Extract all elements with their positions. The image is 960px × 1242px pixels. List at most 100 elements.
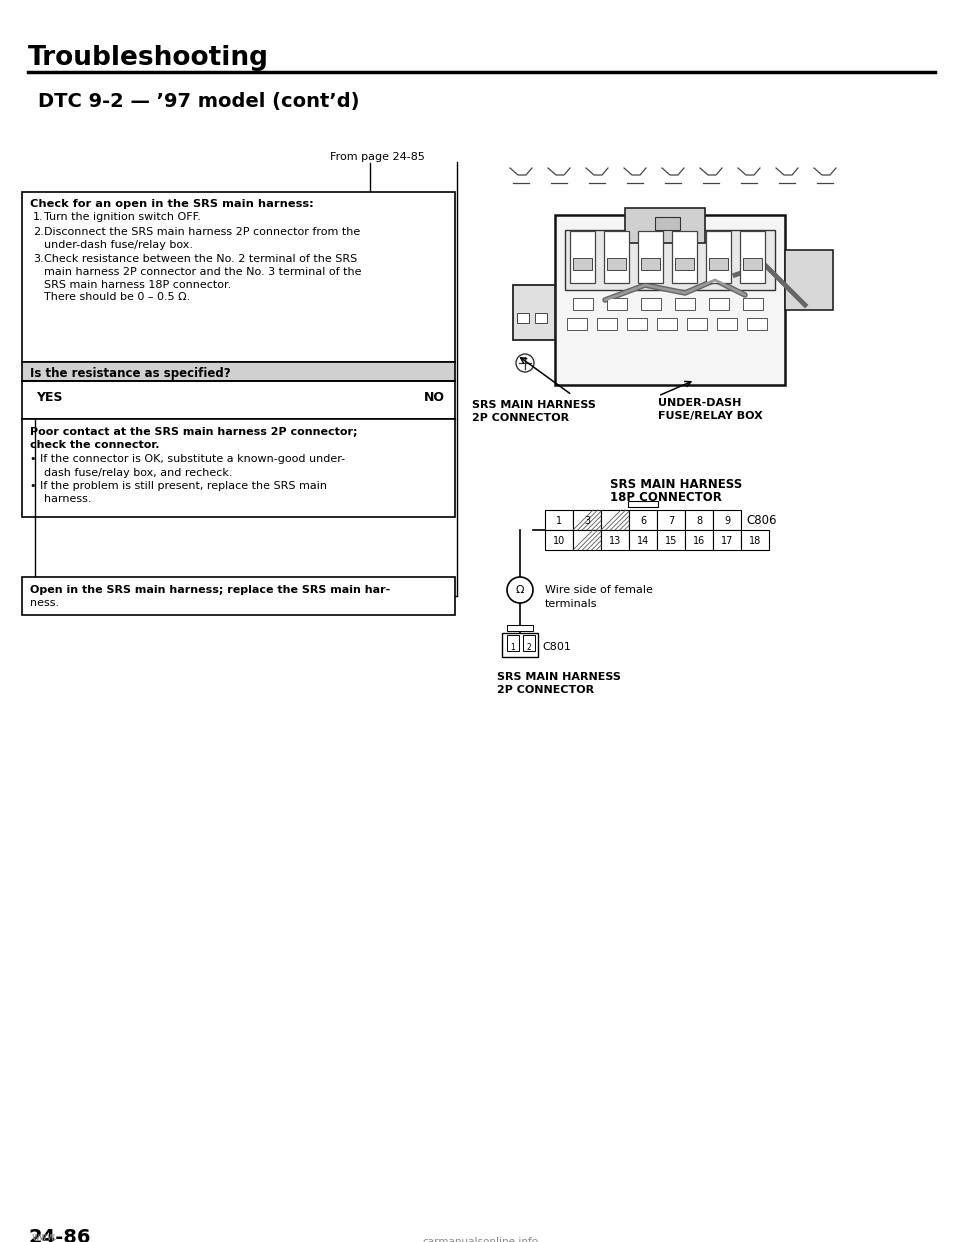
Text: SRS MAIN HARNESS: SRS MAIN HARNESS [610, 478, 742, 491]
Bar [743, 298, 763, 310]
Text: terminals: terminals [545, 599, 597, 609]
Bar [657, 318, 677, 330]
Circle shape [507, 578, 533, 604]
Text: • If the connector is OK, substitute a known-good under-: • If the connector is OK, substitute a k… [30, 455, 346, 465]
Bar [685, 510, 713, 530]
Bar [22, 361, 455, 381]
Bar [517, 313, 529, 323]
Text: 1: 1 [511, 642, 516, 652]
Text: Check for an open in the SRS main harness:: Check for an open in the SRS main harnes… [30, 199, 314, 209]
Text: 24-86: 24-86 [28, 1228, 90, 1242]
Text: harness.: harness. [30, 494, 91, 504]
Bar [657, 510, 685, 530]
Bar [502, 633, 538, 657]
Bar [743, 258, 762, 270]
Text: Troubleshooting: Troubleshooting [28, 45, 269, 71]
Text: 2P CONNECTOR: 2P CONNECTOR [472, 414, 569, 424]
Bar [573, 510, 601, 530]
Bar [604, 231, 629, 283]
Text: 18: 18 [749, 537, 761, 546]
Bar [685, 530, 713, 550]
Bar [22, 578, 455, 615]
Bar [573, 530, 601, 550]
Bar [628, 501, 658, 507]
Bar [601, 530, 629, 550]
Bar [706, 231, 731, 283]
Bar [573, 510, 601, 530]
Bar [555, 215, 785, 385]
Bar [573, 258, 592, 270]
Text: Is the resistance as specified?: Is the resistance as specified? [30, 366, 230, 380]
Text: 14: 14 [636, 537, 649, 546]
Text: 16: 16 [693, 537, 706, 546]
Text: SRS MAIN HARNESS: SRS MAIN HARNESS [472, 400, 596, 410]
Text: 2: 2 [527, 642, 532, 652]
Text: 17: 17 [721, 537, 733, 546]
Bar [545, 510, 573, 530]
Bar [741, 530, 769, 550]
Text: 13: 13 [609, 537, 621, 546]
Text: ness.: ness. [30, 597, 60, 609]
Bar [507, 635, 519, 651]
Bar [627, 318, 647, 330]
Text: 8: 8 [696, 517, 702, 527]
Text: 3.: 3. [33, 255, 43, 265]
Circle shape [516, 354, 534, 373]
Text: carmanualsonline.info: carmanualsonline.info [422, 1237, 538, 1242]
Bar [570, 231, 595, 283]
Text: C801: C801 [542, 642, 571, 652]
Text: 2P CONNECTOR: 2P CONNECTOR [497, 686, 594, 696]
Bar [747, 318, 767, 330]
Bar [713, 530, 741, 550]
Bar [785, 250, 833, 310]
Bar [597, 318, 617, 330]
Bar [655, 217, 680, 230]
Text: SRS MAIN HARNESS: SRS MAIN HARNESS [497, 672, 621, 682]
Text: Poor contact at the SRS main harness 2P connector;: Poor contact at the SRS main harness 2P … [30, 427, 357, 437]
Text: 18P CONNECTOR: 18P CONNECTOR [610, 491, 722, 504]
Text: NO: NO [424, 391, 445, 404]
Bar [709, 258, 728, 270]
Bar [607, 298, 627, 310]
Text: dash fuse/relay box, and recheck.: dash fuse/relay box, and recheck. [30, 467, 232, 477]
Text: 6: 6 [640, 517, 646, 527]
Bar [675, 258, 694, 270]
Text: www.: www. [32, 1232, 59, 1242]
Text: 1: 1 [556, 517, 562, 527]
Bar [713, 510, 741, 530]
Text: UNDER-DASH: UNDER-DASH [658, 397, 741, 409]
Bar [629, 510, 657, 530]
Text: Open in the SRS main harness; replace the SRS main har-: Open in the SRS main harness; replace th… [30, 585, 391, 595]
Bar [607, 258, 626, 270]
Bar [709, 298, 729, 310]
Text: 3: 3 [584, 517, 590, 527]
Bar [565, 230, 775, 289]
Text: DTC 9-2 — ’97 model (cont’d): DTC 9-2 — ’97 model (cont’d) [38, 92, 359, 111]
Text: Disconnect the SRS main harness 2P connector from the
under-dash fuse/relay box.: Disconnect the SRS main harness 2P conne… [44, 227, 360, 250]
Bar [717, 318, 737, 330]
Text: Wire side of female: Wire side of female [545, 585, 653, 595]
Bar [629, 530, 657, 550]
Bar [22, 419, 455, 517]
Bar [545, 530, 573, 550]
Bar [672, 231, 697, 283]
Bar [657, 530, 685, 550]
Text: 9: 9 [724, 517, 730, 527]
Bar [601, 510, 629, 530]
Text: 10: 10 [553, 537, 565, 546]
Bar [687, 318, 707, 330]
Bar [567, 318, 587, 330]
Bar [740, 231, 765, 283]
Bar [641, 298, 661, 310]
Text: 2.: 2. [33, 227, 44, 237]
Bar [573, 298, 593, 310]
Text: FUSE/RELAY BOX: FUSE/RELAY BOX [658, 411, 763, 421]
Text: 7: 7 [668, 517, 674, 527]
Text: 15: 15 [665, 537, 677, 546]
Text: check the connector.: check the connector. [30, 441, 159, 451]
Bar [641, 258, 660, 270]
Bar [601, 510, 629, 530]
Bar [625, 207, 705, 243]
Bar [513, 284, 555, 340]
Text: C806: C806 [746, 514, 777, 528]
